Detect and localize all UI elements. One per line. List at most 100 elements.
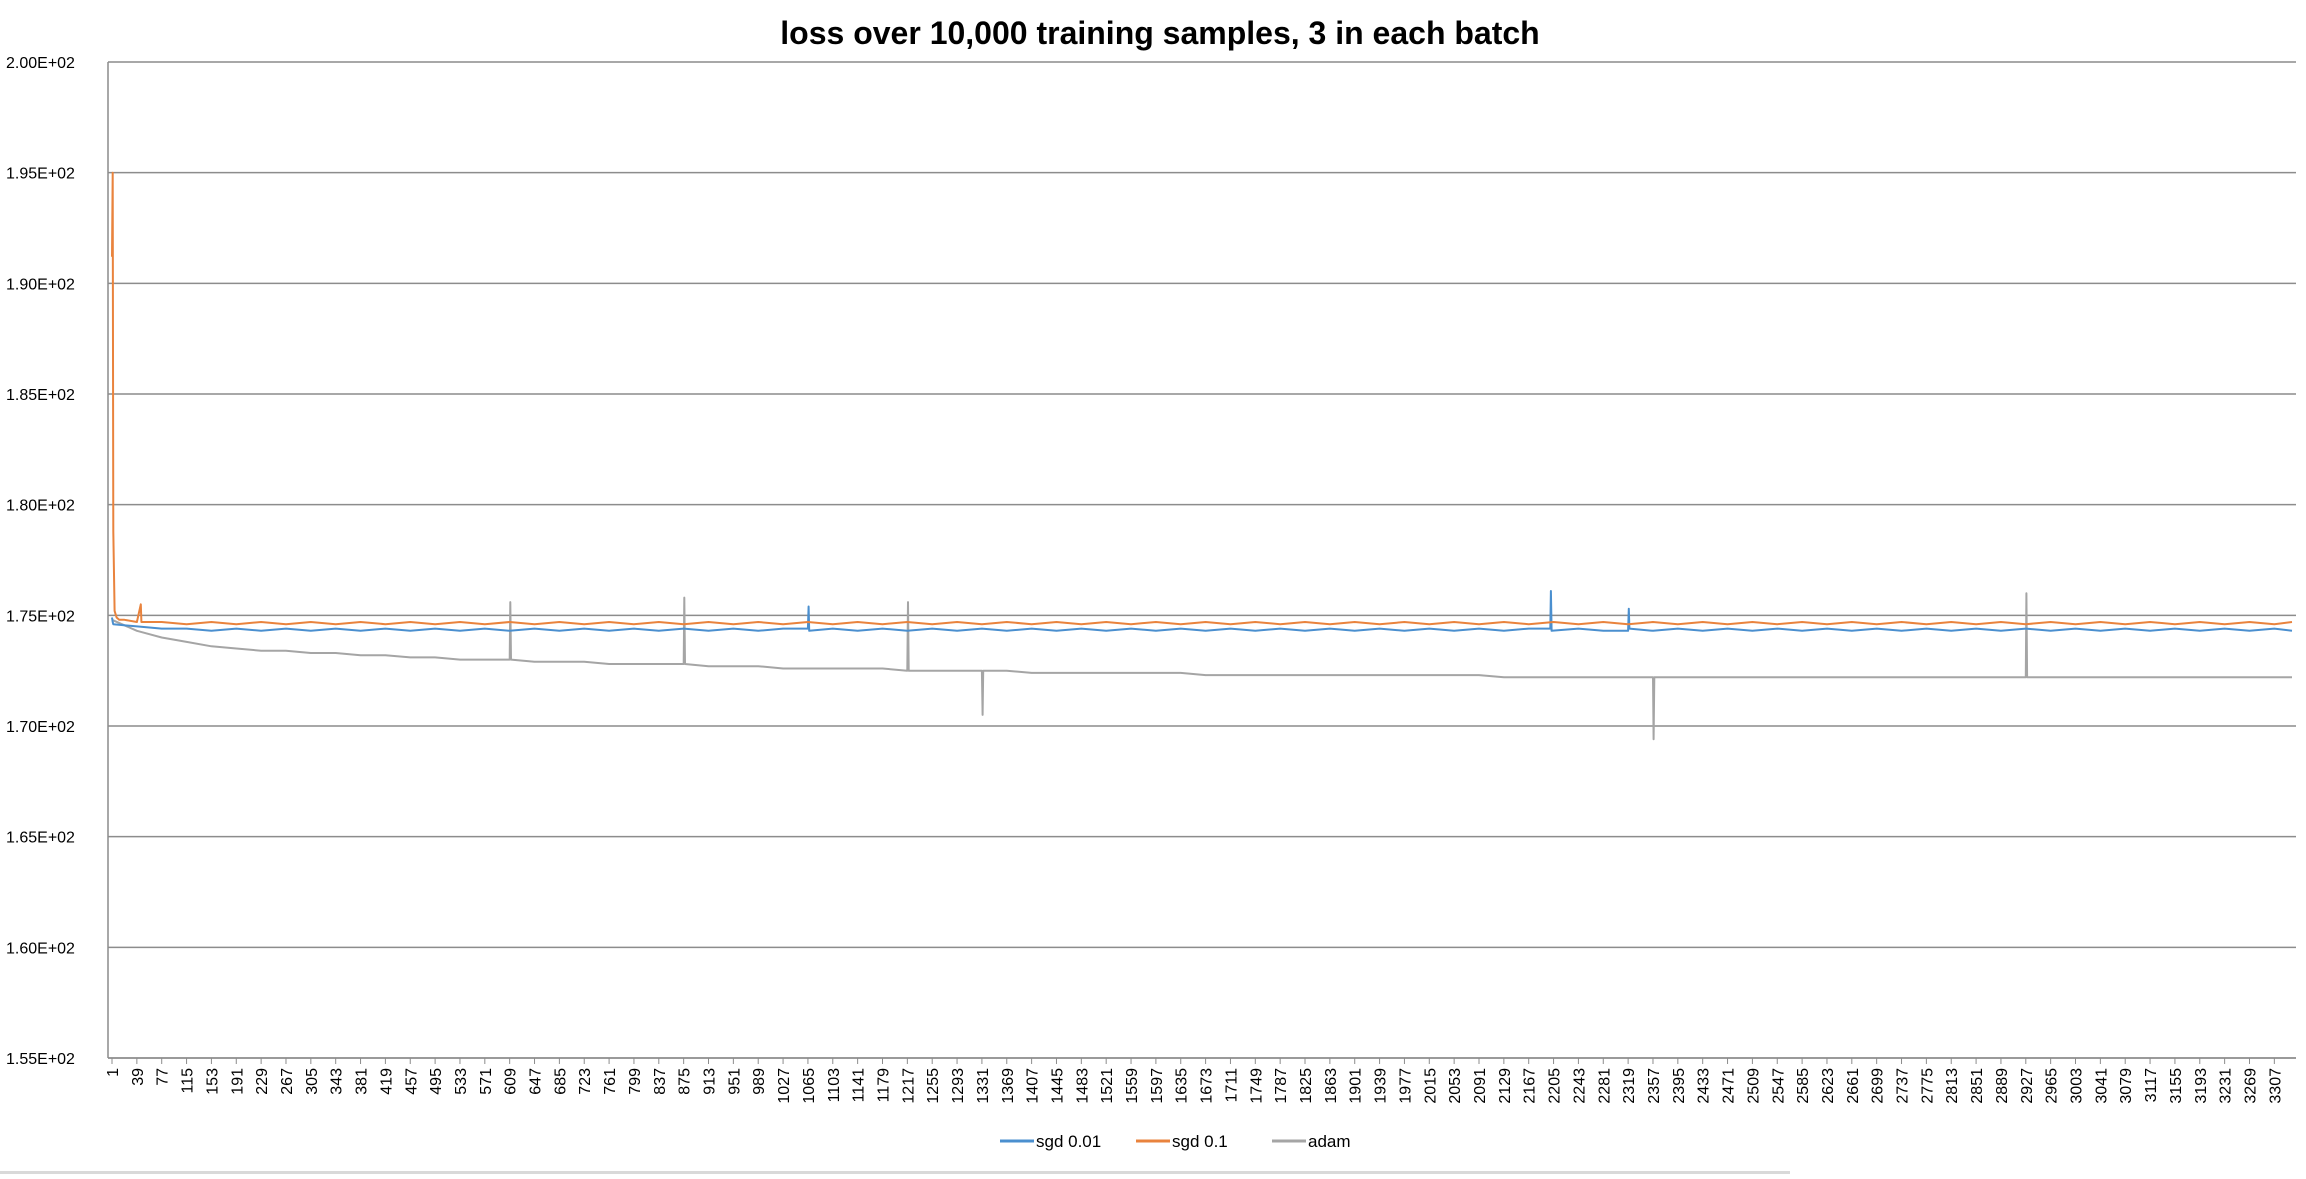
x-tick-label: 3193 (2193, 1068, 2210, 1104)
x-tick-label: 1255 (925, 1068, 942, 1104)
x-tick-label: 2015 (1422, 1068, 1439, 1104)
x-tick-label: 2699 (1870, 1068, 1887, 1104)
x-tick-label: 1749 (1248, 1068, 1265, 1104)
x-tick-label: 2053 (1447, 1068, 1464, 1104)
x-tick-label: 1901 (1348, 1068, 1365, 1104)
y-axis: 2.00E+02 1.95E+02 1.90E+02 1.85E+02 1.80E+02… (6, 55, 109, 1068)
x-tick-label: 3003 (2069, 1068, 2086, 1104)
x-tick-label: 1407 (1025, 1068, 1042, 1104)
x-tick-label: 3117 (2143, 1068, 2160, 1103)
x-tick-label: 3041 (2093, 1068, 2110, 1104)
x-tick-label: 875 (677, 1068, 694, 1095)
x-tick-label: 267 (279, 1068, 296, 1095)
x-tick-label: 343 (329, 1068, 346, 1095)
x-tick-label: 1065 (801, 1068, 818, 1104)
legend: sgd 0.01 sgd 0.1 adam (1000, 1132, 1351, 1151)
x-tick-label: 2585 (1795, 1068, 1812, 1104)
x-axis: 1 39 77 115 153 191 229 267 305 343 381 419 457 495 53… (105, 1057, 2296, 1104)
x-tick-label: 1293 (950, 1068, 967, 1104)
window-bottom-edge (0, 1171, 1790, 1174)
x-tick-label: 2623 (1820, 1068, 1837, 1104)
y-tick-label: 1.90E+02 (6, 276, 75, 293)
y-tick-label: 1.70E+02 (6, 719, 75, 736)
x-tick-label: 2547 (1770, 1068, 1787, 1104)
x-tick-label: 2661 (1845, 1068, 1862, 1104)
legend-label: sgd 0.1 (1172, 1132, 1228, 1151)
x-tick-label: 2737 (1895, 1068, 1912, 1104)
y-tick-label: 1.55E+02 (6, 1051, 75, 1068)
x-tick-label: 533 (453, 1068, 470, 1095)
x-tick-label: 2851 (1969, 1068, 1986, 1104)
x-tick-label: 1597 (1149, 1068, 1166, 1104)
x-tick-label: 1787 (1273, 1068, 1290, 1104)
y-tick-label: 1.80E+02 (6, 498, 75, 515)
x-tick-label: 381 (354, 1068, 371, 1095)
x-tick-label: 2167 (1522, 1068, 1539, 1104)
x-tick-label: 191 (229, 1068, 246, 1095)
x-tick-label: 647 (528, 1068, 545, 1095)
x-tick-label: 3231 (2218, 1068, 2235, 1104)
x-tick-label: 3079 (2118, 1068, 2135, 1104)
x-tick-label: 1521 (1099, 1068, 1116, 1104)
y-tick-label: 1.85E+02 (6, 387, 75, 404)
x-tick-label: 2357 (1646, 1068, 1663, 1104)
x-tick-label: 1673 (1199, 1068, 1216, 1104)
x-tick-label: 495 (428, 1068, 445, 1095)
legend-label: adam (1308, 1132, 1351, 1151)
x-tick-label: 1635 (1174, 1068, 1191, 1104)
x-tick-label: 2965 (2044, 1068, 2061, 1104)
x-tick-label: 951 (726, 1068, 743, 1095)
x-tick-label: 3307 (2267, 1068, 2284, 1104)
y-tick-label: 1.75E+02 (6, 608, 75, 625)
x-tick-label: 77 (155, 1068, 172, 1086)
x-tick-label: 1939 (1373, 1068, 1390, 1104)
y-tick-label: 1.60E+02 (6, 940, 75, 957)
y-tick-label: 1.95E+02 (6, 166, 75, 183)
x-tick-label: 457 (403, 1068, 420, 1095)
x-tick-label: 39 (130, 1068, 147, 1086)
x-tick-label: 229 (254, 1068, 271, 1095)
x-tick-label: 2471 (1721, 1068, 1738, 1104)
x-tick-label: 2509 (1745, 1068, 1762, 1104)
x-tick-label: 1103 (826, 1068, 843, 1103)
x-tick-label: 799 (627, 1068, 644, 1095)
x-tick-label: 305 (304, 1068, 321, 1095)
x-tick-label: 3155 (2168, 1068, 2185, 1104)
series-lines (111, 171, 2293, 741)
x-tick-label: 1825 (1298, 1068, 1315, 1104)
x-tick-label: 2205 (1547, 1068, 1564, 1104)
x-tick-label: 419 (378, 1068, 395, 1095)
x-tick-label: 1559 (1124, 1068, 1141, 1104)
legend-label: sgd 0.01 (1036, 1132, 1101, 1151)
x-tick-label: 1331 (975, 1068, 992, 1104)
x-tick-label: 153 (204, 1068, 221, 1095)
x-tick-label: 2091 (1472, 1068, 1489, 1104)
x-tick-label: 1369 (1000, 1068, 1017, 1104)
x-tick-label: 1445 (1049, 1068, 1066, 1104)
gridlines (108, 61, 2296, 1059)
x-tick-label: 609 (503, 1068, 520, 1095)
chart-title: loss over 10,000 training samples, 3 in … (780, 15, 1539, 51)
series-line-sgd-0-01 (111, 590, 2293, 632)
x-tick-label: 1977 (1397, 1068, 1414, 1104)
x-tick-label: 685 (552, 1068, 569, 1095)
x-tick-label: 2129 (1497, 1068, 1514, 1104)
x-tick-label: 571 (478, 1068, 495, 1095)
x-tick-label: 837 (652, 1068, 669, 1095)
x-tick-label: 723 (577, 1068, 594, 1095)
x-tick-label: 1141 (851, 1068, 868, 1103)
x-tick-label: 1863 (1323, 1068, 1340, 1104)
x-tick-label: 2319 (1621, 1068, 1638, 1104)
y-tick-label: 1.65E+02 (6, 830, 75, 847)
y-tick-label: 2.00E+02 (6, 55, 75, 72)
x-tick-label: 2433 (1696, 1068, 1713, 1104)
series-line-sgd-0-1 (111, 171, 2293, 626)
x-tick-label: 2281 (1596, 1068, 1613, 1104)
x-tick-label: 2927 (2019, 1068, 2036, 1104)
x-tick-label: 761 (602, 1068, 619, 1095)
x-tick-label: 115 (180, 1068, 197, 1094)
x-tick-label: 2889 (1994, 1068, 2011, 1104)
x-tick-label: 3269 (2242, 1068, 2259, 1104)
